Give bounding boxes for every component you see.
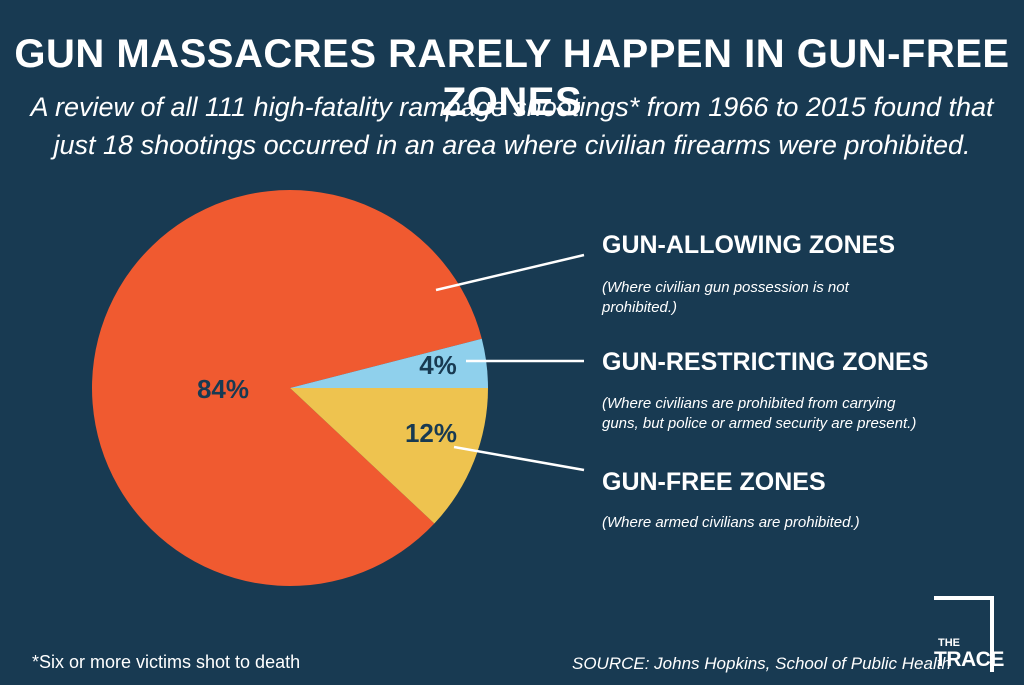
data-label-gun-free-zones: 12%	[405, 418, 457, 448]
category-description-gun-allowing-zones: (Where civilian gun possession is not pro…	[601, 279, 850, 316]
category-description-gun-restricting-zones: (Where civilians are prohibited from car…	[602, 395, 916, 432]
leader-line-gun-free-zones	[453, 445, 585, 472]
page-title: GUN MASSACRES RARELY HAPPEN IN GUN-FREE …	[14, 32, 1010, 124]
pie-slice-gun-free-zones	[290, 388, 489, 524]
leader-line-gun-allowing-zones	[435, 253, 585, 292]
pie-slice-gun-allowing-zones	[92, 190, 482, 587]
logo-text-trace: TRACE	[934, 648, 1004, 671]
data-label-gun-allowing-zones: 84%	[197, 374, 249, 404]
source-note: SOURCE: Johns Hopkins, School of Public …	[572, 654, 951, 673]
data-label-gun-restricting-zones: 4%	[419, 350, 457, 380]
logo-text-the: THE	[938, 637, 960, 649]
category-heading-gun-restricting-zones: GUN-RESTRICTING ZONES	[602, 348, 928, 376]
page-subtitle: A review of all 111 high-fatality rampag…	[30, 92, 994, 160]
category-description-gun-free-zones: (Where armed civilians are prohibited.)	[602, 514, 860, 531]
logo-frame	[934, 596, 994, 672]
category-heading-gun-allowing-zones: GUN-ALLOWING ZONES	[602, 231, 895, 259]
the-trace-logo: THE TRACE	[934, 596, 1004, 672]
category-heading-gun-free-zones: GUN-FREE ZONES	[602, 468, 826, 496]
pie-slice-gun-restricting-zones	[290, 338, 488, 388]
footnote: *Six or more victims shot to death	[32, 652, 301, 672]
